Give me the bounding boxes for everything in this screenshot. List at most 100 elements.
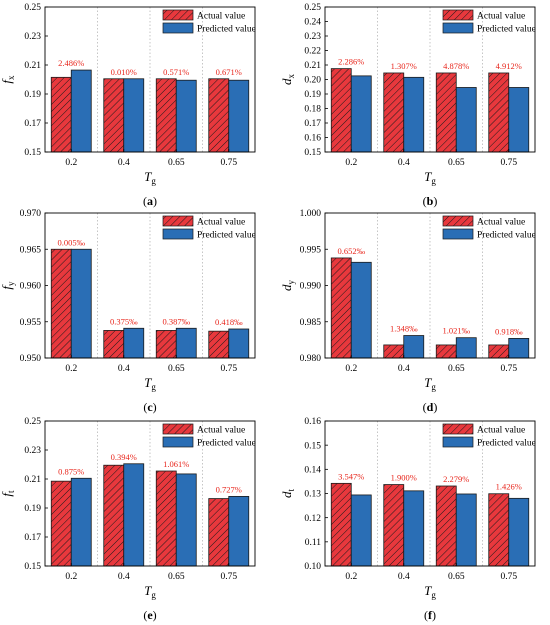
- bar-actual-value: [488, 493, 510, 567]
- bar-actual-value: [50, 480, 72, 567]
- data-label: 4.912%: [496, 61, 522, 71]
- x-tick-label: 0.65: [168, 158, 185, 168]
- y-axis-label: dy: [279, 280, 296, 292]
- y-tick-label: 0.19: [24, 90, 41, 100]
- plot-frame: [44, 212, 256, 359]
- y-tick-label: 0.10: [304, 562, 321, 572]
- y-axis-label-subscript: t: [286, 489, 296, 492]
- y-tick-label: 0.23: [24, 446, 41, 456]
- panel-label-part: ): [153, 608, 157, 622]
- y-tick-label: 0.20: [304, 76, 321, 86]
- y-tick-label: 0.21: [304, 61, 321, 71]
- x-tick-label: 0.75: [220, 158, 237, 168]
- x-tick-label: 0.75: [220, 364, 237, 374]
- legend-swatch-predicted: [442, 436, 474, 448]
- x-axis-label: Tg: [144, 583, 156, 600]
- bar-actual-value: [330, 257, 352, 359]
- y-tick-label: 0.950: [20, 354, 42, 364]
- bar-actual-value: [155, 78, 177, 153]
- legend-swatch-predicted: [162, 228, 194, 240]
- data-label: 0.418‰: [215, 317, 243, 327]
- y-axis-label-subscript: x: [286, 74, 296, 79]
- x-tick-label: 0.4: [118, 158, 130, 168]
- y-tick-label: 0.955: [20, 318, 42, 328]
- legend-swatch-actual: [442, 423, 474, 435]
- bar-actual-value: [435, 72, 457, 153]
- y-axis-label-subscript: y: [6, 281, 16, 286]
- x-axis-label: Tg: [424, 169, 436, 186]
- y-tick-label: 0.21: [24, 61, 41, 71]
- y-axis-label: fy: [0, 281, 16, 290]
- x-tick-label: 0.75: [500, 364, 517, 374]
- panel-label-part: d: [427, 400, 434, 414]
- panel-label-part: (: [143, 608, 147, 622]
- bar-predicted-value: [508, 497, 530, 567]
- legend-label-actual: Actual value: [197, 218, 245, 228]
- data-label: 1.348‰: [390, 324, 418, 334]
- legend-label-predicted: Predicted value: [197, 439, 256, 449]
- y-tick-label: 0.17: [24, 533, 41, 543]
- y-tick-label: 0.980: [300, 354, 322, 364]
- y-tick-label: 0.19: [24, 504, 41, 514]
- bar-predicted-value: [123, 327, 145, 359]
- bar-actual-value: [155, 330, 177, 359]
- bar-predicted-value: [70, 69, 92, 153]
- y-tick-label: 0.23: [304, 32, 321, 42]
- x-tick-label: 0.65: [448, 572, 465, 582]
- y-tick-label: 0.22: [304, 47, 321, 57]
- y-tick-label: 0.985: [300, 318, 322, 328]
- x-axis-label: Tg: [424, 583, 436, 600]
- legend-swatch-predicted: [162, 436, 194, 448]
- legend-swatch-actual: [162, 215, 194, 227]
- panel-label-part: (: [143, 194, 147, 208]
- x-tick-label: 0.4: [118, 572, 130, 582]
- bar-predicted-value: [228, 495, 250, 567]
- y-tick-label: 0.25: [304, 3, 321, 13]
- data-label: 0.571%: [163, 67, 189, 77]
- y-tick-label: 0.15: [24, 148, 41, 158]
- legend-label-predicted: Predicted value: [197, 231, 256, 241]
- x-tick-label: 0.65: [168, 364, 185, 374]
- panel-label: (a): [143, 194, 157, 208]
- y-tick-label: 0.13: [304, 490, 321, 500]
- bar-predicted-value: [350, 261, 372, 359]
- panel-label-part: (: [423, 194, 427, 208]
- legend-swatch-predicted: [162, 22, 194, 34]
- data-label: 0.394%: [111, 452, 137, 462]
- bar-predicted-value: [123, 78, 145, 153]
- x-tick-label: 0.2: [345, 158, 357, 168]
- bar-predicted-value: [508, 338, 530, 359]
- bar-predicted-value: [70, 248, 92, 359]
- x-axis-label: Tg: [144, 375, 156, 392]
- data-label: 0.727%: [216, 484, 242, 494]
- x-tick-label: 0.65: [168, 572, 185, 582]
- x-tick-label: 0.75: [220, 572, 237, 582]
- data-label: 0.005‰: [57, 237, 85, 247]
- bar-actual-value: [208, 498, 230, 567]
- data-label: 1.307%: [391, 61, 417, 71]
- x-tick-label: 0.4: [398, 572, 410, 582]
- bar-predicted-value: [403, 335, 425, 359]
- legend-label-predicted: Predicted value: [197, 25, 256, 35]
- y-tick-label: 0.11: [305, 538, 322, 548]
- bar-predicted-value: [403, 76, 425, 153]
- bar-actual-value: [330, 68, 352, 153]
- panel-label-part: (: [423, 400, 427, 414]
- data-label: 0.875%: [58, 466, 84, 476]
- y-tick-label: 0.17: [304, 119, 321, 129]
- panel-label: (f): [424, 608, 436, 622]
- bar-predicted-value: [350, 494, 372, 567]
- data-label: 0.918‰: [495, 326, 523, 336]
- y-tick-label: 0.14: [304, 466, 321, 476]
- data-label: 2.486%: [58, 58, 84, 68]
- panel-label: (e): [143, 608, 156, 622]
- x-axis-label-subscript: g: [431, 382, 436, 392]
- bar-actual-value: [383, 344, 405, 359]
- panel-label-part: e: [147, 608, 153, 622]
- bar-actual-value: [488, 344, 510, 359]
- y-tick-label: 0.17: [24, 119, 41, 129]
- y-tick-label: 0.965: [20, 245, 42, 255]
- y-tick-label: 0.24: [304, 18, 321, 28]
- x-tick-label: 0.65: [448, 158, 465, 168]
- data-label: 2.286%: [338, 57, 364, 67]
